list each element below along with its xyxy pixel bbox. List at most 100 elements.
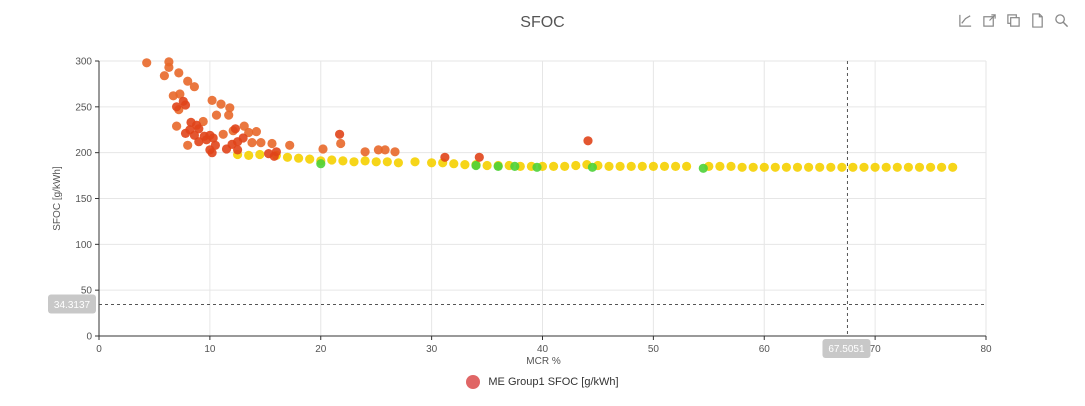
x-tick-label: 30 — [426, 344, 438, 355]
data-point — [256, 138, 266, 148]
data-point — [172, 102, 182, 112]
data-point — [870, 162, 880, 172]
data-point — [285, 140, 295, 150]
x-tick-label: 0 — [96, 344, 102, 355]
data-point — [211, 110, 222, 120]
data-point — [142, 58, 152, 68]
data-point — [726, 161, 736, 171]
data-point — [587, 162, 598, 172]
data-point — [659, 161, 670, 171]
data-point — [382, 157, 392, 167]
data-point — [327, 155, 337, 165]
data-point — [164, 62, 174, 72]
data-point — [815, 162, 825, 172]
data-point — [183, 140, 193, 150]
x-tick-label: 10 — [204, 344, 216, 355]
data-point — [440, 152, 450, 162]
data-point — [948, 162, 958, 172]
data-point — [914, 162, 925, 172]
data-point — [349, 157, 359, 167]
copy-icon[interactable] — [1005, 12, 1021, 28]
data-point — [218, 129, 228, 139]
data-point — [427, 158, 437, 168]
data-point — [336, 138, 346, 149]
y-tick-label: 250 — [75, 102, 92, 113]
data-point — [737, 162, 747, 172]
data-point — [671, 161, 681, 171]
y-tick-label: 100 — [75, 240, 92, 251]
y-axis-label: SFOC [g/kWh] — [52, 166, 63, 231]
data-point — [826, 162, 836, 172]
data-point — [183, 76, 193, 86]
data-point — [207, 148, 217, 158]
data-point — [759, 162, 769, 172]
legend[interactable]: ME Group1 SFOC [g/kWh] — [0, 375, 1085, 389]
data-point — [393, 158, 403, 168]
document-icon[interactable] — [1029, 12, 1045, 28]
data-point — [474, 152, 484, 162]
data-point — [294, 153, 304, 163]
data-point — [390, 147, 400, 157]
data-point — [360, 147, 370, 157]
data-point — [224, 110, 234, 120]
data-point — [338, 156, 348, 166]
data-point — [881, 162, 891, 172]
data-point — [380, 145, 390, 155]
data-point — [175, 89, 185, 99]
data-point — [174, 68, 184, 78]
data-point — [194, 137, 204, 147]
data-point — [903, 162, 914, 172]
data-point — [233, 145, 243, 155]
zoom-icon[interactable] — [1053, 12, 1069, 28]
data-point — [172, 121, 182, 131]
data-point — [230, 124, 240, 134]
data-point — [471, 160, 481, 171]
data-point — [316, 159, 326, 169]
data-point — [207, 95, 217, 105]
x-tick-label: 80 — [980, 344, 992, 355]
legend-label: ME Group1 SFOC [g/kWh] — [488, 376, 619, 388]
y-tick-label: 300 — [75, 57, 92, 68]
y-tick-label: 0 — [86, 332, 92, 343]
data-point — [201, 135, 212, 145]
data-point — [225, 103, 235, 113]
data-point — [698, 163, 708, 173]
data-point — [194, 124, 204, 134]
data-point — [318, 144, 328, 154]
data-point — [937, 162, 947, 172]
data-point — [251, 127, 261, 137]
data-point — [615, 161, 625, 171]
chart-toolbar — [957, 12, 1069, 28]
data-point — [892, 162, 902, 172]
y-tick-label: 50 — [81, 286, 93, 297]
chart-title: SFOC — [520, 14, 565, 31]
data-point — [335, 129, 345, 139]
line-chart-icon[interactable] — [957, 12, 973, 28]
x-tick-label: 60 — [759, 344, 771, 355]
data-point — [837, 162, 847, 172]
open-external-icon[interactable] — [981, 12, 997, 28]
data-point — [371, 157, 381, 167]
data-point — [715, 161, 725, 171]
data-point — [244, 150, 254, 160]
x-tick-label: 70 — [870, 344, 882, 355]
data-points — [142, 57, 958, 173]
data-point — [549, 161, 559, 171]
data-point — [560, 161, 570, 171]
data-point — [216, 99, 226, 109]
data-point — [648, 161, 659, 171]
data-point — [604, 161, 614, 171]
x-tick-label: 40 — [537, 344, 549, 355]
x-tick-label: 20 — [315, 344, 327, 355]
data-point — [682, 161, 692, 171]
legend-swatch — [466, 375, 481, 389]
cursor-x-label: 67.5051 — [828, 344, 865, 355]
data-point — [493, 161, 503, 171]
data-point — [460, 160, 470, 170]
data-point — [269, 151, 279, 161]
data-point — [239, 121, 249, 131]
data-point — [267, 138, 277, 149]
data-point — [410, 157, 420, 167]
data-point — [305, 154, 315, 164]
